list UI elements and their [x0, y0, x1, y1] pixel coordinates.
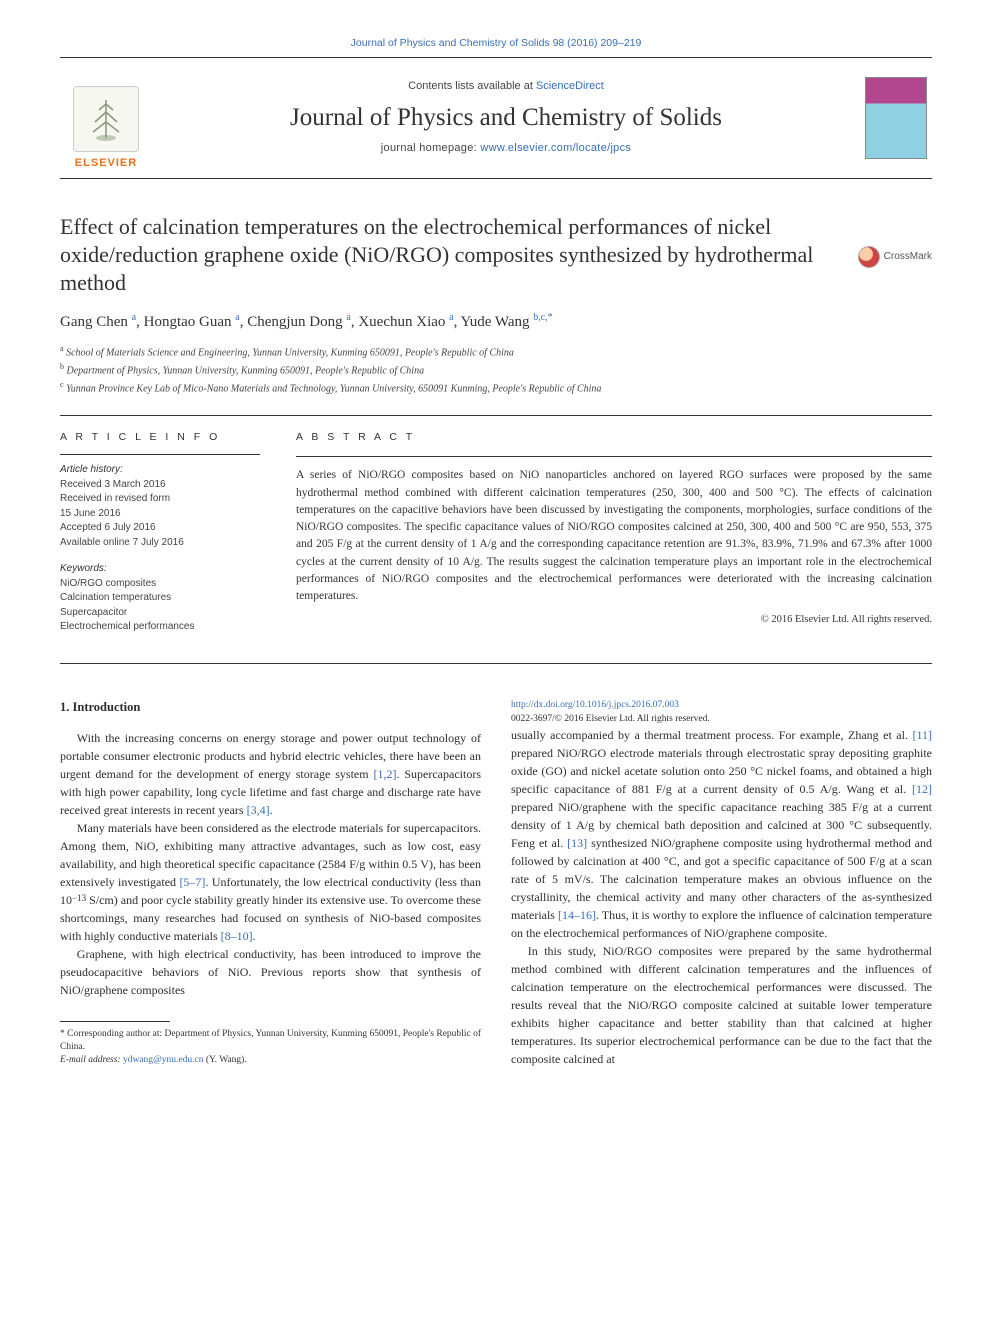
journal-title: Journal of Physics and Chemistry of Soli…	[290, 100, 722, 135]
footnote-divider	[60, 1021, 170, 1022]
journal-cover	[860, 58, 932, 178]
affiliations: a School of Materials Science and Engine…	[60, 343, 932, 396]
homepage-link[interactable]: www.elsevier.com/locate/jpcs	[480, 142, 631, 154]
cover-thumbnail-icon	[865, 77, 927, 159]
divider	[60, 663, 932, 664]
author-list: Gang Chen a, Hongtao Guan a, Chengjun Do…	[60, 311, 932, 333]
email-line: E-mail address: ydwang@ynu.edu.cn (Y. Wa…	[60, 1054, 481, 1067]
keywords-label: Keywords:	[60, 562, 260, 577]
doi-block: http://dx.doi.org/10.1016/j.jpcs.2016.07…	[511, 698, 932, 727]
abstract-heading: A B S T R A C T	[296, 430, 932, 445]
paper-title: Effect of calcination temperatures on th…	[60, 213, 840, 297]
body-paragraph: usually accompanied by a thermal treatme…	[511, 726, 932, 942]
journal-homepage: journal homepage: www.elsevier.com/locat…	[381, 141, 631, 156]
abstract-text: A series of NiO/RGO composites based on …	[296, 467, 932, 605]
publisher-name: ELSEVIER	[75, 156, 137, 171]
crossmark-badge[interactable]: CrossMark	[858, 217, 932, 297]
history-line: Received 3 March 2016	[60, 478, 260, 493]
keyword: Supercapacitor	[60, 606, 260, 621]
contents-available: Contents lists available at ScienceDirec…	[408, 79, 604, 94]
history-line: Received in revised form	[60, 492, 260, 507]
body-paragraph: In this study, NiO/RGO composites were p…	[511, 942, 932, 1068]
keyword: NiO/RGO composites	[60, 577, 260, 592]
history-line: Available online 7 July 2016	[60, 536, 260, 551]
keyword: Calcination temperatures	[60, 591, 260, 606]
article-info: A R T I C L E I N F O Article history: R…	[60, 430, 260, 647]
crossmark-label: CrossMark	[884, 250, 932, 264]
doi-link[interactable]: http://dx.doi.org/10.1016/j.jpcs.2016.07…	[511, 700, 679, 710]
body-paragraph: Graphene, with high electrical conductiv…	[60, 945, 481, 999]
body-text: 1. Introduction With the increasing conc…	[60, 698, 932, 1073]
author-email-link[interactable]: ydwang@ynu.edu.cn	[123, 1055, 204, 1065]
history-line: 15 June 2016	[60, 507, 260, 522]
history-line: Accepted 6 July 2016	[60, 521, 260, 536]
journal-header: ELSEVIER Contents lists available at Sci…	[60, 57, 932, 179]
elsevier-tree-icon	[73, 86, 139, 152]
abstract-copyright: © 2016 Elsevier Ltd. All rights reserved…	[296, 613, 932, 628]
article-info-heading: A R T I C L E I N F O	[60, 430, 260, 445]
sciencedirect-link[interactable]: ScienceDirect	[536, 80, 604, 92]
body-paragraph: Many materials have been considered as t…	[60, 819, 481, 945]
section-heading-intro: 1. Introduction	[60, 698, 481, 717]
top-citation[interactable]: Journal of Physics and Chemistry of Soli…	[60, 36, 932, 51]
footnotes: * Corresponding author at: Department of…	[60, 1028, 481, 1068]
publisher-logo: ELSEVIER	[60, 58, 152, 178]
body-paragraph: With the increasing concerns on energy s…	[60, 729, 481, 819]
history-label: Article history:	[60, 463, 260, 478]
crossmark-icon	[858, 246, 880, 268]
corresponding-author: * Corresponding author at: Department of…	[60, 1028, 481, 1055]
abstract-section: A B S T R A C T A series of NiO/RGO comp…	[296, 430, 932, 647]
divider	[60, 415, 932, 416]
keyword: Electrochemical performances	[60, 620, 260, 635]
issn-copyright: 0022-3697/© 2016 Elsevier Ltd. All right…	[511, 714, 710, 724]
